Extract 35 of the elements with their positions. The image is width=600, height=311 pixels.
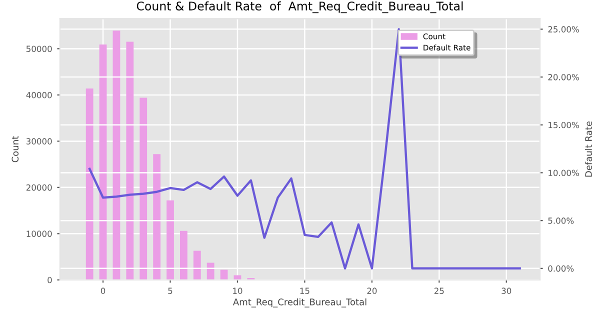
y2-axis-title: Default Rate [584, 121, 592, 177]
x-tick-label: 5 [168, 288, 172, 294]
x-tick-label: 0 [100, 288, 106, 294]
bar [140, 98, 148, 280]
bar [112, 30, 120, 280]
y-tick-label: 40000 [26, 92, 52, 98]
y-tick-label: 20000 [26, 184, 52, 191]
y2-tick-label: 20.00% [548, 74, 579, 80]
x-tick-label: 25 [434, 288, 444, 294]
bar [206, 262, 214, 280]
y2-tick-label: 5.00% [548, 218, 574, 224]
x-tick-label: 15 [300, 288, 310, 294]
bar [166, 200, 174, 280]
x-tick-label: 30 [502, 288, 512, 294]
chart-title: Count & Default Rate of Amt_Req_Credit_Bureau_Total [136, 1, 463, 14]
bar [99, 44, 107, 280]
y2-tick-label: 25.00% [548, 26, 579, 32]
y-tick-label: 30000 [26, 138, 52, 144]
y-axis-title: Count [12, 136, 19, 162]
bar [220, 270, 228, 280]
y2-tick-label: 10.00% [548, 170, 579, 176]
bar [153, 154, 161, 280]
y2-tick-label: 0.00% [548, 265, 574, 272]
x-axis-title: Amt_Req_Credit_Bureau_Total [232, 298, 366, 308]
y2-tick-label: 15.00% [548, 122, 579, 128]
x-tick-label: 20 [367, 288, 377, 294]
bar [193, 250, 201, 280]
y-tick-label: 50000 [26, 46, 52, 52]
line-series [88, 28, 521, 270]
bar [86, 88, 94, 280]
bar [126, 42, 134, 280]
bar [180, 230, 188, 280]
x-tick-label: 10 [233, 288, 242, 294]
y-tick-label: 10000 [26, 230, 52, 237]
y-tick-label: 0 [48, 276, 52, 284]
